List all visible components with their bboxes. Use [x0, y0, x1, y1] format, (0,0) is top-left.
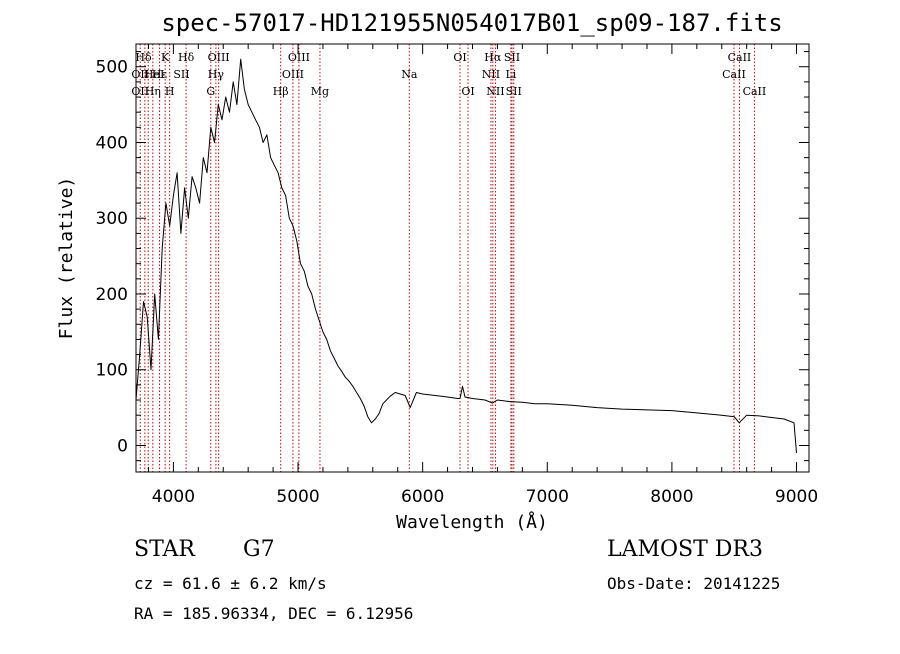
y-tick-label: 300: [96, 209, 128, 229]
redshift-readout: cz = 61.6 ± 6.2 km/s: [134, 574, 327, 593]
line-marker-label: SII: [506, 85, 522, 98]
x-axis-label: Wavelength (Å): [396, 511, 548, 533]
y-axis-label: Flux (relative): [56, 177, 77, 340]
line-marker-label: NII: [482, 68, 500, 81]
line-marker-label: OIII: [288, 51, 310, 64]
x-tick-label: 9000: [775, 487, 818, 507]
object-class: STAR: [134, 537, 195, 562]
line-marker-label: SII: [173, 68, 189, 81]
y-tick-label: 100: [96, 361, 128, 381]
x-tick-label: 5000: [276, 487, 319, 507]
line-marker-label: Hε: [152, 68, 168, 81]
line-marker-label: OI: [453, 51, 466, 64]
line-marker-label: SII: [504, 51, 520, 64]
line-marker-label: Hα: [484, 51, 502, 64]
x-tick-label: 4000: [152, 487, 195, 507]
line-marker-label: Na: [401, 68, 418, 81]
obs-date: Obs-Date: 20141225: [607, 574, 781, 593]
line-marker-label: Li: [505, 68, 516, 81]
line-marker-label: H: [165, 85, 175, 98]
line-marker-label: CaII: [722, 68, 746, 81]
x-tick-label: 8000: [650, 487, 693, 507]
y-tick-label: 400: [96, 133, 128, 153]
line-marker-label: OI: [461, 85, 474, 98]
line-marker-label: Hβ: [273, 85, 289, 98]
survey-name: LAMOST DR3: [607, 537, 763, 562]
spectrum-series-line: [135, 58, 797, 454]
y-tick-label: 0: [117, 436, 128, 456]
line-marker-label: CaII: [743, 85, 767, 98]
line-marker-label: Mg: [311, 85, 329, 98]
line-marker-label: OIII: [282, 68, 304, 81]
line-marker-label: CaII: [728, 51, 752, 64]
y-tick-label: 200: [96, 285, 128, 305]
line-marker-label: Hη: [145, 85, 161, 98]
chart-title: spec-57017-HD121955N054017B01_sp09-187.f…: [161, 9, 782, 37]
line-marker-label: Hδ: [135, 51, 152, 64]
line-marker-label: Hγ: [208, 68, 225, 81]
plot-frame: [135, 43, 810, 473]
line-marker-label: HeI: [144, 68, 164, 81]
line-marker-label: K: [161, 51, 170, 64]
line-marker-label: G: [206, 85, 215, 98]
line-marker-label: OIII: [208, 51, 230, 64]
object-subclass: G7: [243, 537, 275, 562]
x-tick-label: 6000: [401, 487, 444, 507]
x-tick-label: 7000: [526, 487, 569, 507]
coordinates-readout: RA = 185.96334, DEC = 6.12956: [134, 604, 414, 623]
line-marker-label: Hδ: [178, 51, 195, 64]
line-marker-label: NII: [486, 85, 504, 98]
y-tick-label: 500: [96, 58, 128, 78]
